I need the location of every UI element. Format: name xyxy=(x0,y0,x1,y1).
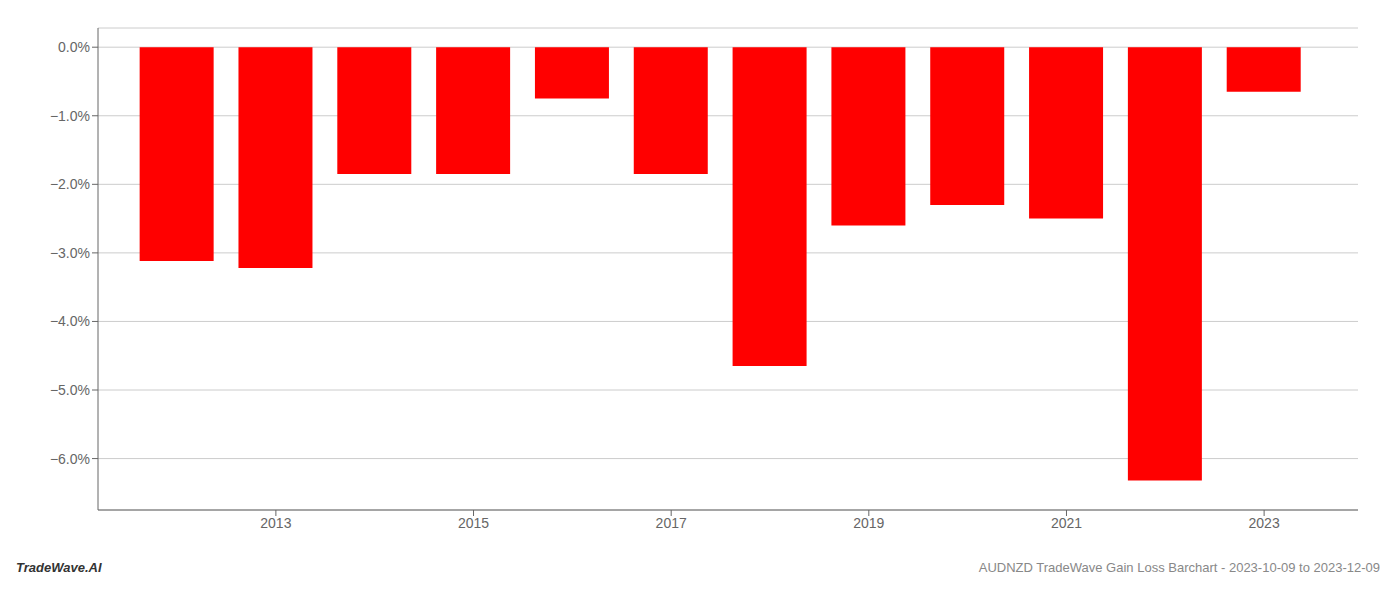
svg-text:2013: 2013 xyxy=(260,515,291,531)
svg-text:2023: 2023 xyxy=(1249,515,1280,531)
svg-text:2019: 2019 xyxy=(853,515,884,531)
svg-text:−5.0%: −5.0% xyxy=(50,382,90,398)
svg-text:−2.0%: −2.0% xyxy=(50,176,90,192)
html-text:AUDNZD TradeWave Gain Loss Bar: AUDNZD TradeWave Gain Loss Barchart - 20… xyxy=(978,560,1380,575)
svg-text:−6.0%: −6.0% xyxy=(50,451,90,467)
svg-text:−3.0%: −3.0% xyxy=(50,245,90,261)
svg-text:2017: 2017 xyxy=(656,515,687,531)
svg-text:2015: 2015 xyxy=(458,515,489,531)
svg-text:−4.0%: −4.0% xyxy=(50,313,90,329)
html-text:TradeWave.AI: TradeWave.AI xyxy=(16,560,102,575)
svg-text:0.0%: 0.0% xyxy=(58,39,90,55)
svg-text:2021: 2021 xyxy=(1051,515,1082,531)
svg-text:−1.0%: −1.0% xyxy=(50,108,90,124)
